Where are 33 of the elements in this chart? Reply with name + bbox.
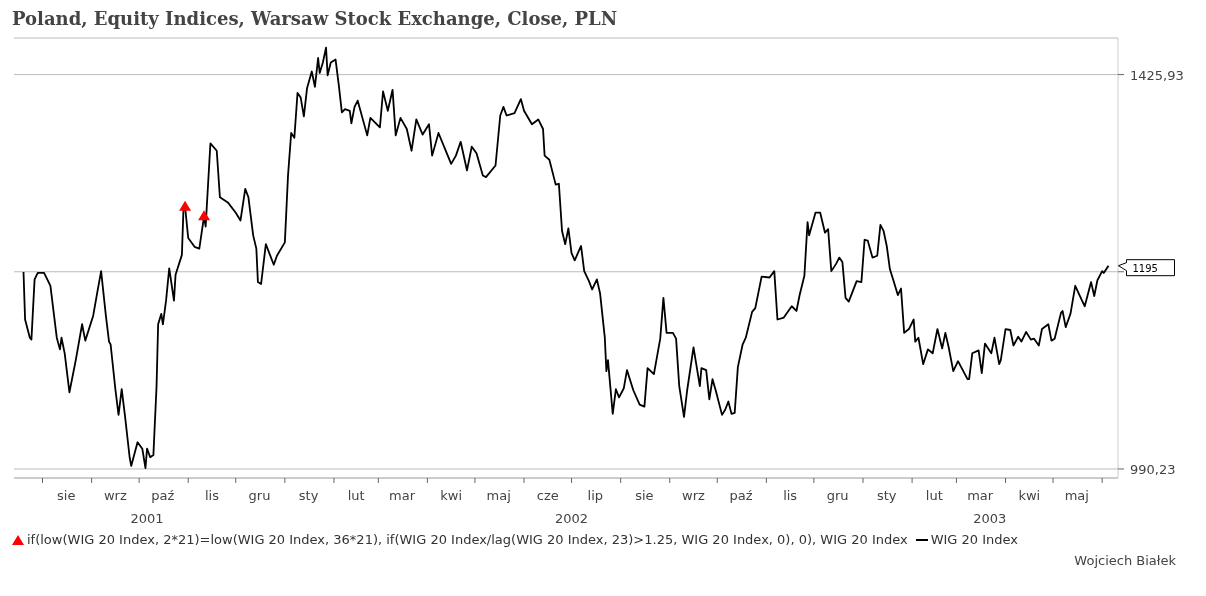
x-tick-label: paź: [151, 488, 175, 503]
text: Wojciech Białek: [1074, 553, 1176, 568]
x-tick-label: kwi: [440, 488, 463, 503]
x2-tick-label: 2002: [555, 511, 589, 526]
legend-label: if(low(WIG 20 Index, 2*21)=low(WIG 20 Index, 36*21), if(WIG 20 Index/lag(WIG 20 Index, 23)>1.25, WIG 20 Index, 0), 0), WIG 20 Index: [27, 532, 908, 547]
annotation: 1195: [1132, 262, 1158, 274]
x-tick-label: sty: [876, 488, 897, 503]
x-tick-label: maj: [1064, 488, 1089, 503]
x-tick-label: lut: [925, 488, 943, 503]
x-tick-label: wrz: [682, 488, 706, 503]
chart-title: Poland, Equity Indices, Warsaw Stock Exchange, Close, PLN: [12, 8, 619, 31]
x-tick-label: kwi: [1018, 488, 1041, 503]
x-tick-label: paź: [729, 488, 753, 503]
x2-tick-label: 2003: [973, 511, 1007, 526]
x-tick-label: lut: [347, 488, 365, 503]
line-series: [22, 46, 1110, 470]
x-tick-label: maj: [486, 488, 511, 503]
x-tick-label: mar: [389, 488, 416, 503]
x-tick-label: sie: [57, 488, 76, 503]
x-tick-label: lis: [204, 488, 220, 503]
x-tick-label: sie: [635, 488, 654, 503]
x2-tick-label: 2001: [130, 511, 164, 526]
y-tick-label: 990,23: [1130, 461, 1176, 477]
legend-label: WIG 20 Index: [930, 532, 1019, 547]
x-tick-label: gru: [248, 488, 271, 503]
y-tick-label: 1425,93: [1130, 67, 1184, 83]
x-tick-label: gru: [826, 488, 849, 503]
x-tick-label: lis: [783, 488, 798, 503]
x-tick-label: mar: [967, 488, 994, 503]
x-tick-label: cze: [536, 488, 559, 503]
x-tick-label: wrz: [103, 488, 127, 503]
x-tick-label: sty: [298, 488, 319, 503]
x-tick-label: lip: [587, 488, 604, 503]
